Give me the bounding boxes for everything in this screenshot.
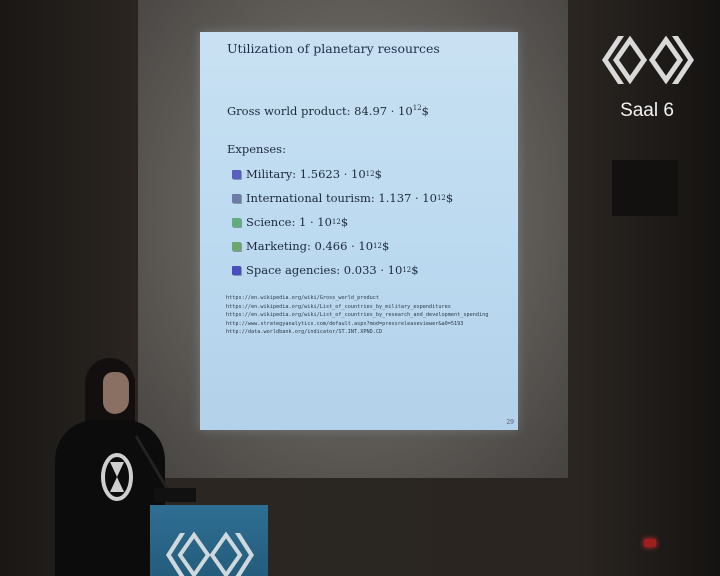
expense-item-science: Science: 1 · 10 12 $ [232, 210, 453, 234]
slide-page-number: 29 [506, 419, 514, 426]
room-label: Saal 6 [620, 100, 674, 121]
hourglass-logo-icon [101, 453, 133, 501]
reference-link: https://en.wikipedia.org/wiki/List_of_co… [226, 312, 489, 319]
reference-link: http://data.worldbank.org/indicator/ST.I… [226, 329, 383, 336]
event-logo-icon [602, 35, 694, 85]
speaker-face [103, 372, 129, 414]
expense-exponent: 12 [402, 266, 412, 274]
expense-exponent: 12 [436, 194, 446, 202]
expense-text: International tourism: 1.137 · 10 [246, 191, 437, 205]
expense-exponent: 12 [365, 170, 375, 178]
expense-unit: $ [374, 167, 382, 181]
expense-unit: $ [381, 239, 390, 253]
expense-text: Science: 1 · 10 [246, 215, 332, 229]
indicator-light [644, 539, 656, 547]
expense-item-marketing: Marketing: 0.466 · 10 12 $ [232, 234, 453, 258]
expense-exponent: 12 [331, 218, 341, 226]
cube-bullet-icon [232, 169, 241, 179]
expense-text: Military: 1.5623 · 10 [246, 167, 366, 181]
slide-title: Utilization of planetary resources [227, 41, 440, 56]
gwp-unit: $ [421, 104, 429, 118]
expense-text: Marketing: 0.466 · 10 [246, 239, 374, 253]
microphone-icon [134, 435, 196, 502]
expense-unit: $ [445, 191, 454, 205]
gross-world-product: Gross world product: 84.97 · 1012$ [227, 104, 429, 118]
reference-link: https://en.wikipedia.org/wiki/Gross_worl… [226, 295, 380, 301]
expense-exponent: 12 [373, 242, 382, 250]
reference-list: https://en.wikipedia.org/wiki/Gross_worl… [226, 294, 488, 337]
cube-bullet-icon [232, 217, 241, 227]
reference-link: https://en.wikipedia.org/wiki/List_of_co… [226, 303, 451, 310]
cube-bullet-icon [232, 241, 241, 251]
cube-bullet-icon [232, 265, 241, 275]
expense-item-tourism: International tourism: 1.137 · 10 12 $ [232, 186, 453, 210]
expense-item-military: Military: 1.5623 · 10 12 $ [232, 162, 453, 186]
podium [150, 505, 268, 576]
expense-item-space-agencies: Space agencies: 0.033 · 10 12 $ [232, 258, 453, 282]
expenses-label: Expenses: [227, 142, 286, 156]
wall-speaker [612, 160, 678, 216]
presentation-slide: Utilization of planetary resources Gross… [200, 32, 518, 430]
gwp-exponent: 12 [412, 104, 422, 113]
gwp-label: Gross world product: 84.97 · 10 [227, 104, 413, 118]
cube-bullet-icon [232, 193, 241, 203]
expense-unit: $ [340, 215, 349, 229]
expense-unit: $ [411, 263, 419, 277]
expense-list: Military: 1.5623 · 10 12 $ International t… [232, 162, 453, 282]
podium-logo-icon [166, 531, 254, 576]
reference-link: http://www.strategyanalytics.com/default… [226, 320, 464, 327]
expense-text: Space agencies: 0.033 · 10 [246, 263, 403, 277]
